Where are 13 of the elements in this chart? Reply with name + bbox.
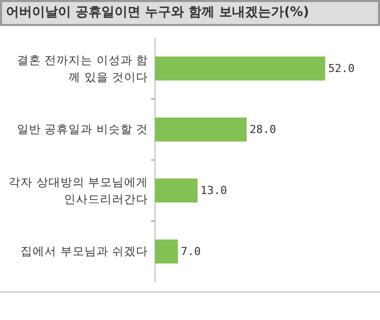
data-label: 7.0: [180, 244, 201, 258]
data-label: 28.0: [250, 122, 276, 136]
bar: [155, 118, 247, 142]
y-tick-label: 각자 상대방의 부모님에게 인사드리러간다: [8, 174, 148, 208]
data-label: 13.0: [200, 184, 228, 196]
y-tick-label: 일반 공휴일과 비슷할 것: [17, 121, 148, 138]
y-tick-label: 집에서 부모님과 쉬겠다: [20, 243, 148, 260]
y-tick-label: 결혼 전까지는 이성과 함께 있을 것이다: [16, 52, 148, 86]
data-label: 52.0: [328, 62, 355, 74]
bar: [155, 178, 198, 202]
chart-title: 어버이날이 공휴일이면 누구와 함께 보내겠는가(%): [0, 0, 380, 26]
bar: [155, 240, 178, 264]
bar: [155, 56, 326, 80]
